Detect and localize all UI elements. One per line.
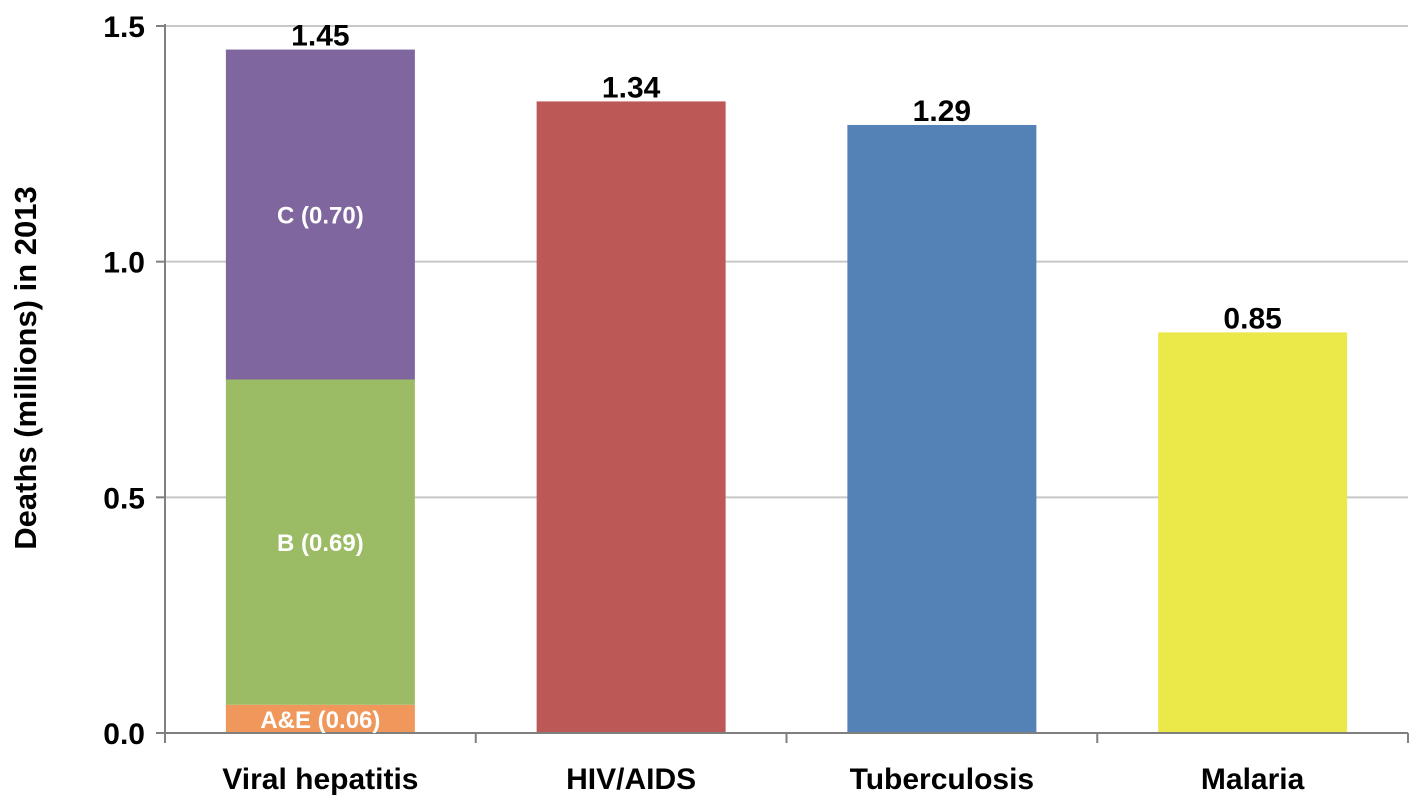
bar-segment [225, 379, 415, 705]
bar-segment [225, 49, 415, 380]
segment-label: A&E (0.06) [260, 707, 380, 734]
y-tick-label: 0.5 [103, 482, 145, 515]
y-axis-title: Deaths (millions) in 2013 [8, 186, 43, 550]
bar-segment [847, 124, 1037, 734]
bar-total-label: 1.34 [602, 71, 661, 104]
bars [225, 49, 1348, 734]
x-category-label: Tuberculosis [850, 763, 1034, 796]
x-category-label: HIV/AIDS [566, 763, 696, 796]
y-tick-label: 1.0 [103, 247, 145, 280]
bar-total-label: 1.45 [291, 20, 349, 53]
segment-label: C (0.70) [277, 203, 364, 230]
bar-total-label: 0.85 [1223, 302, 1281, 335]
bar-segment [1158, 332, 1348, 733]
bar-segment [225, 704, 415, 733]
axes [156, 24, 1409, 743]
x-category-label: Viral hepatitis [222, 763, 418, 796]
labels: 0.0 0.5 1.0 1.5 A&E (0.06) B (0.69) C (0.70) 1.… [103, 11, 1304, 796]
x-category-label: Malaria [1201, 763, 1305, 796]
bar-total-label: 1.29 [913, 95, 971, 128]
bar-segment [536, 101, 726, 733]
y-tick-label: 0.0 [103, 718, 145, 751]
segment-label: B (0.69) [277, 530, 364, 557]
y-tick-label: 1.5 [103, 11, 145, 44]
